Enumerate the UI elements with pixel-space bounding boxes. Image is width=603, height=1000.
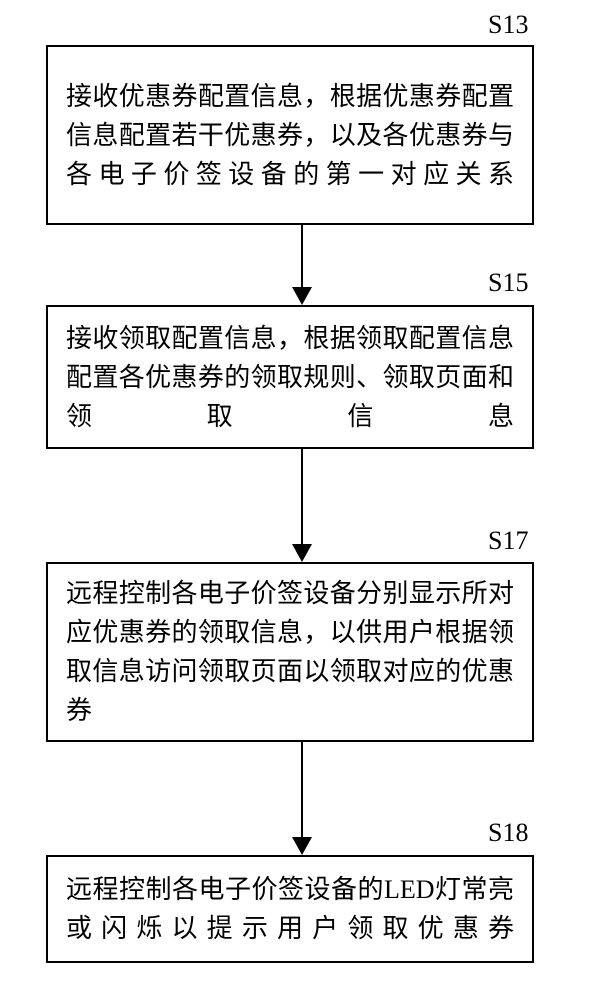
step-text-s17: 远程控制各电子价签设备分别显示所对应优惠券的领取信息，以供用户根据领取信息访问领…: [66, 574, 514, 730]
arrow-line-3: [301, 742, 303, 837]
step-label-s17: S17: [488, 526, 528, 556]
step-label-s15: S15: [488, 268, 528, 298]
step-box-s15: 接收领取配置信息，根据领取配置信息配置各优惠券的领取规则、领取页面和领取信息: [46, 305, 534, 449]
step-text-s18: 远程控制各电子价签设备的LED灯常亮或闪烁以提示用户领取优惠券: [66, 870, 514, 948]
flowchart-canvas: S13 接收优惠券配置信息，根据优惠券配置信息配置若干优惠券，以及各优惠券与各电…: [0, 0, 603, 1000]
arrow-head-2: [292, 544, 312, 562]
step-box-s13: 接收优惠券配置信息，根据优惠券配置信息配置若干优惠券，以及各优惠券与各电子价签设…: [46, 45, 534, 225]
arrow-line-2: [301, 449, 303, 544]
step-box-s18: 远程控制各电子价签设备的LED灯常亮或闪烁以提示用户领取优惠券: [46, 855, 534, 963]
step-text-s15: 接收领取配置信息，根据领取配置信息配置各优惠券的领取规则、领取页面和领取信息: [66, 319, 514, 436]
step-label-s18: S18: [488, 818, 528, 848]
arrow-line-1: [301, 225, 303, 287]
arrow-head-3: [292, 837, 312, 855]
step-text-s13: 接收优惠券配置信息，根据优惠券配置信息配置若干优惠券，以及各优惠券与各电子价签设…: [66, 77, 514, 194]
step-label-s13: S13: [488, 10, 528, 40]
arrow-head-1: [292, 287, 312, 305]
step-box-s17: 远程控制各电子价签设备分别显示所对应优惠券的领取信息，以供用户根据领取信息访问领…: [46, 562, 534, 742]
